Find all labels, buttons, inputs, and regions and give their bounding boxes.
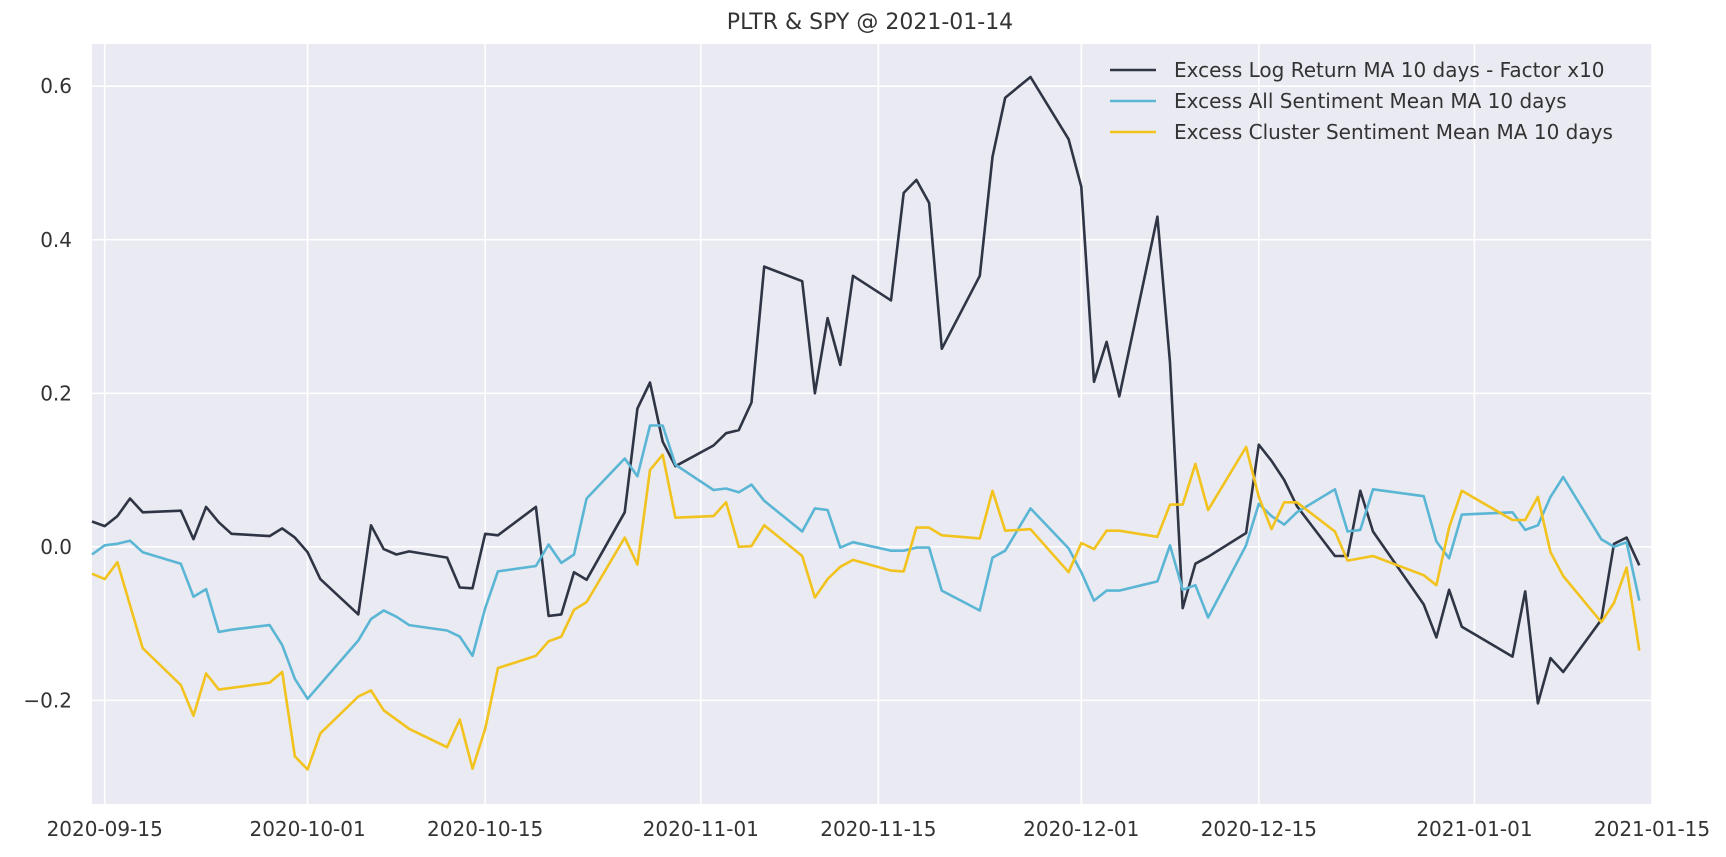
y-axis-ticks: 0.6 0.4 0.2 0.0 −0.2 (23, 74, 72, 712)
x-tick-label: 2021-01-15 (1594, 817, 1710, 841)
series-line-3 (91, 445, 1641, 771)
legend-label-1: Excess Log Return MA 10 days - Factor x1… (1174, 58, 1605, 82)
y-tick-label: 0.2 (40, 381, 72, 405)
x-tick-label: 2020-11-15 (820, 817, 936, 841)
x-tick-label: 2020-10-15 (427, 817, 543, 841)
grid (92, 44, 1653, 804)
series-line-1 (91, 75, 1641, 705)
x-axis-ticks: 2020-09-15 2020-10-01 2020-10-15 2020-11-01… (47, 817, 1711, 841)
y-tick-label: −0.2 (23, 688, 72, 712)
x-tick-label: 2020-12-01 (1023, 817, 1139, 841)
y-tick-label: 0.6 (40, 74, 72, 98)
legend-label-3: Excess Cluster Sentiment Mean MA 10 days (1174, 120, 1613, 144)
x-tick-label: 2021-01-01 (1416, 817, 1532, 841)
plot-area (92, 44, 1652, 804)
x-tick-label: 2020-09-15 (47, 817, 163, 841)
series-lines (91, 75, 1641, 771)
chart-title: PLTR & SPY @ 2021-01-14 (727, 10, 1013, 35)
y-tick-label: 0.0 (40, 535, 72, 559)
legend-label-2: Excess All Sentiment Mean MA 10 days (1174, 89, 1567, 113)
legend: Excess Log Return MA 10 days - Factor x1… (1110, 58, 1613, 144)
x-tick-label: 2020-10-01 (249, 817, 365, 841)
x-tick-label: 2020-12-15 (1201, 817, 1317, 841)
y-tick-label: 0.4 (40, 228, 72, 252)
x-tick-label: 2020-11-01 (643, 817, 759, 841)
series-line-2 (91, 424, 1641, 701)
